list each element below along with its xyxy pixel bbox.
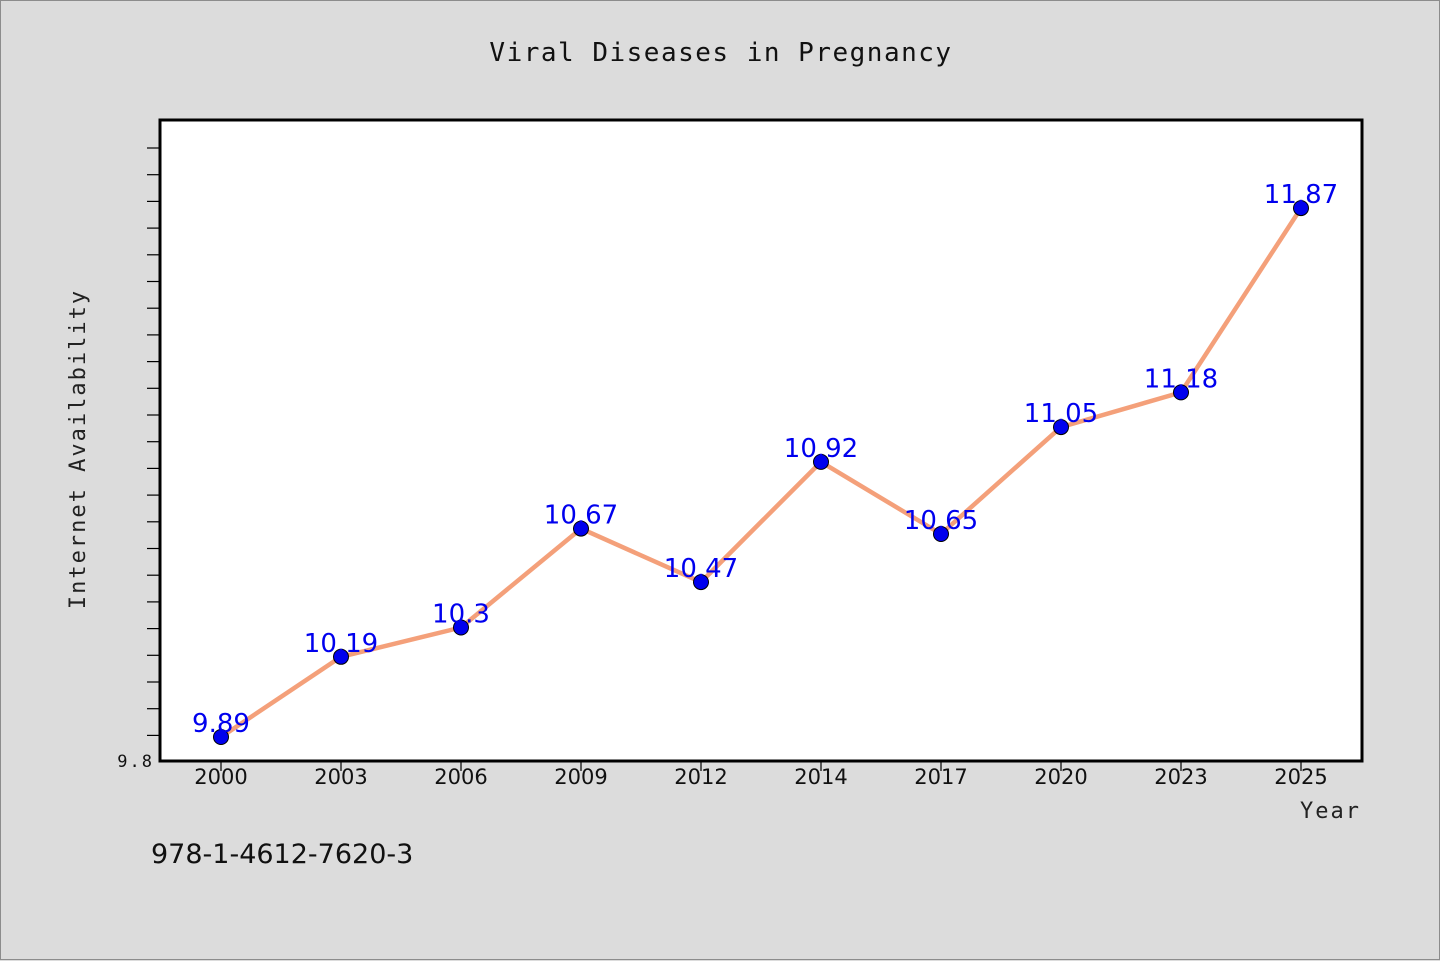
- x-tick-label: 2000: [194, 765, 247, 789]
- x-tick-label: 2009: [554, 765, 607, 789]
- x-tick-label: 2012: [674, 765, 727, 789]
- data-label: 11.18: [1144, 364, 1218, 394]
- data-point-marker: [1053, 419, 1069, 436]
- y-axis-min-label: 9.8: [117, 752, 154, 772]
- chart-title: Viral Diseases in Pregnancy: [489, 38, 952, 68]
- data-label: 10.3: [432, 600, 490, 630]
- data-point-marker: [933, 526, 949, 542]
- x-tick-label: 2017: [914, 765, 967, 789]
- plot-area: [158, 118, 1364, 763]
- x-tick-label: 2025: [1274, 765, 1327, 789]
- data-point-marker: [333, 648, 349, 665]
- data-label: 10.67: [544, 501, 618, 531]
- data-point-marker: [453, 619, 469, 636]
- x-tick-label: 2023: [1154, 765, 1207, 789]
- data-point-marker: [213, 729, 229, 745]
- data-label: 10.92: [784, 434, 858, 464]
- data-labels: 9.89 10.19 10.3 10.67 10.47 10.92 10.65 11.05 11…: [192, 180, 1338, 739]
- data-label: 10.47: [664, 554, 738, 584]
- isbn-text: 978-1-4612-7620-3: [151, 839, 413, 870]
- data-point-marker: [693, 574, 709, 591]
- x-axis-ticks: [220, 761, 1302, 771]
- data-label: 10.65: [904, 506, 978, 536]
- series-line: [218, 205, 1304, 740]
- data-label: 11.87: [1264, 180, 1338, 210]
- y-axis-minor-ticks: [147, 147, 160, 737]
- data-label: 11.05: [1024, 399, 1098, 429]
- x-tick-label: 2014: [794, 765, 847, 789]
- x-axis-title: Year: [1300, 799, 1361, 824]
- x-tick-label: 2006: [434, 765, 487, 789]
- x-tick-label: 2020: [1034, 765, 1087, 789]
- data-point-marker: [1173, 384, 1189, 401]
- y-axis-title: Internet Availability: [66, 289, 91, 609]
- data-label: 9.89: [192, 709, 250, 739]
- data-point-marker: [1293, 200, 1309, 217]
- data-label: 10.19: [304, 629, 378, 659]
- x-axis-tick-labels: 2000 2003 2006 2009 2012 2014 2017 2020 2023 2025: [194, 765, 1327, 789]
- data-markers: [213, 200, 1309, 745]
- data-point-marker: [573, 520, 589, 537]
- x-tick-label: 2003: [314, 765, 367, 789]
- data-point-marker: [813, 453, 829, 470]
